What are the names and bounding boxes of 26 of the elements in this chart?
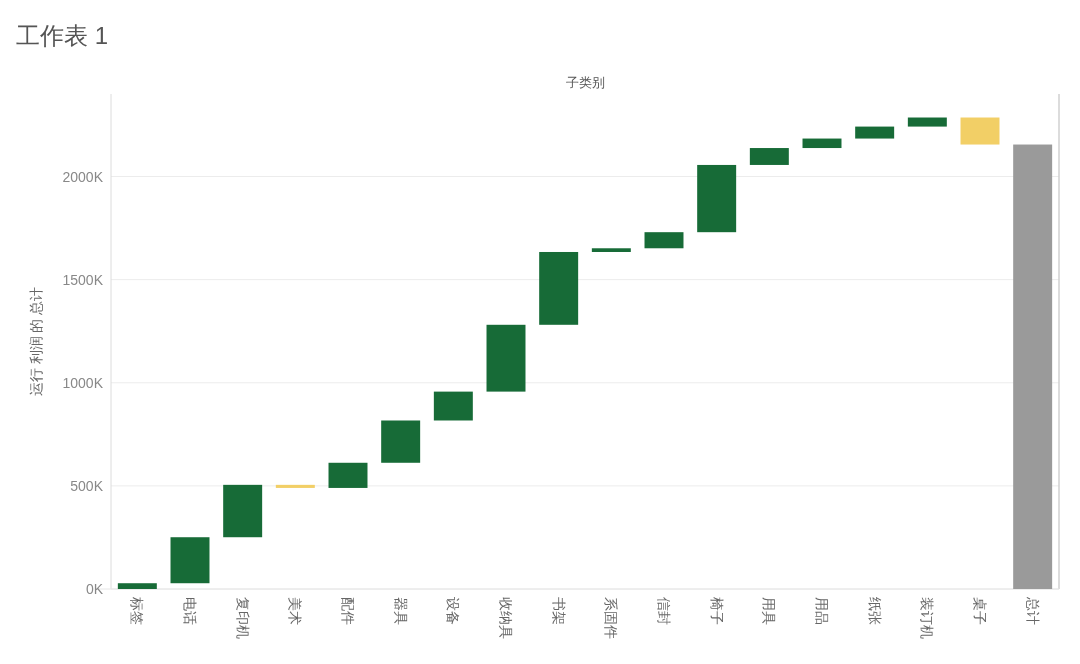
xtick: 电话	[182, 597, 198, 625]
xtick: 椅子	[708, 597, 725, 625]
xtick: 书架	[550, 597, 567, 625]
xtick: 配件	[340, 597, 356, 625]
ylabel: 运行 利润 的 总计	[28, 286, 44, 397]
xtick: 用具	[761, 597, 778, 625]
xtick: 系固件	[603, 597, 620, 639]
xtick: 信封	[656, 597, 672, 625]
xtick: 美术	[287, 597, 304, 625]
ytick: 0K	[85, 581, 103, 597]
xtick: 用品	[814, 597, 830, 625]
title: 工作表 1	[16, 22, 108, 49]
xtick: 装订机	[919, 597, 936, 639]
ytick: 2000K	[62, 168, 103, 185]
xtick: 标签	[129, 597, 146, 625]
ytick: 1500K	[62, 271, 103, 288]
xtick: 复印机	[234, 597, 251, 639]
xtick: 器具	[392, 597, 409, 625]
xtick: 桌子	[972, 597, 988, 625]
xtick: 设备	[445, 597, 462, 625]
ytick: 500K	[70, 477, 103, 494]
xtick: 纸张	[866, 597, 883, 625]
xtick: 收纳具	[498, 597, 514, 639]
xtick: 总计	[1024, 597, 1041, 625]
ytick: 1000K	[62, 374, 103, 391]
xlabel: 子类别	[565, 75, 605, 90]
